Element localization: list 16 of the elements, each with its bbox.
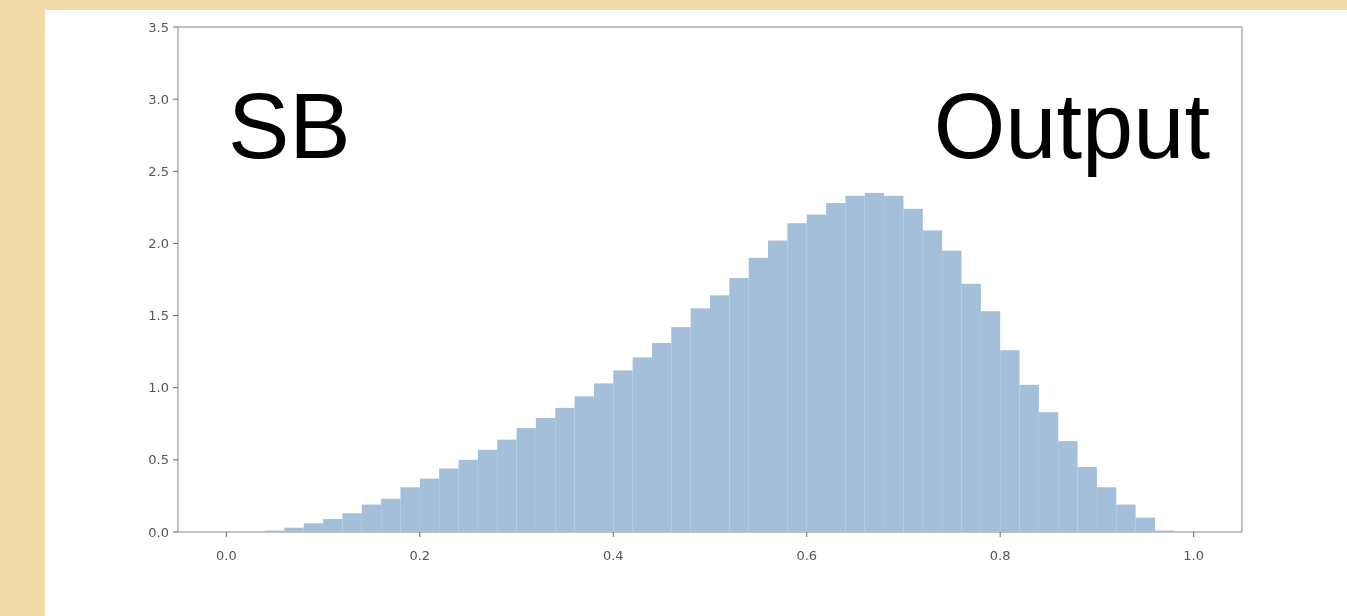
x-tick-label: 0.4 [602,548,624,563]
x-tick-label: 0.6 [796,548,818,563]
x-tick-label: 0.8 [989,548,1011,563]
annotation: Output [933,75,1210,177]
x-tick-label: 0.2 [409,548,431,563]
y-tick-label: 1.5 [148,308,169,324]
annotation: SB [228,75,351,177]
y-tick-label: 0.0 [148,524,169,540]
y-tick-label: 3.0 [148,91,169,107]
y-tick-label: 2.5 [148,163,169,179]
x-tick-label: 1.0 [1183,548,1204,563]
x-tick-label: 0.0 [216,548,237,563]
y-tick-label: 1.0 [148,380,169,396]
y-tick-label: 3.5 [148,19,169,35]
y-tick-label: 0.5 [148,452,169,468]
y-tick-label: 2.0 [148,235,169,251]
